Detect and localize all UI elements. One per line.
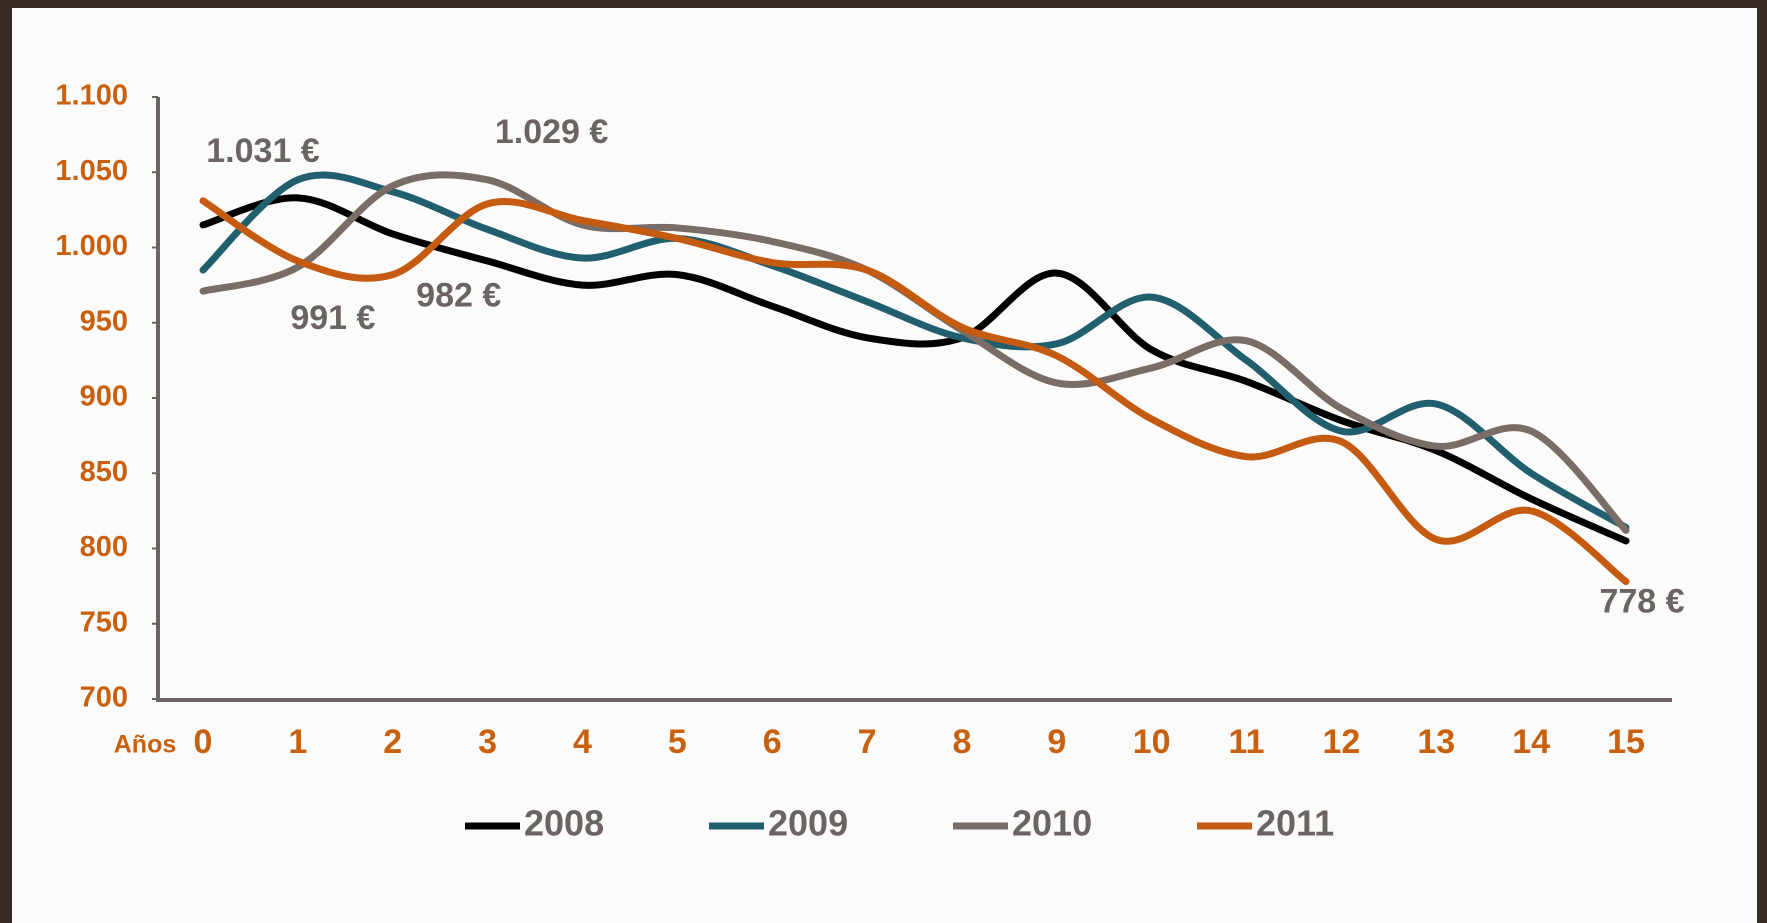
value-label: 778 € (1599, 583, 1684, 621)
legend-label: 2010 (1012, 803, 1092, 844)
x-tick-label: 13 (1417, 723, 1455, 761)
y-tick-label: 700 (80, 682, 128, 714)
chart: Años 700 750 800 850 900 950 1.000 1.050 1.100 0 1… (0, 0, 1767, 923)
x-tick-label: 6 (763, 723, 782, 761)
x-tick-label: 14 (1512, 723, 1550, 761)
value-label: 982 € (416, 277, 501, 315)
legend-label: 2009 (768, 803, 848, 844)
legend-label: 2011 (1256, 803, 1334, 844)
x-tick-label: 8 (952, 723, 971, 761)
value-label: 1.031 € (206, 132, 320, 170)
x-tick-label: 10 (1133, 723, 1171, 761)
x-tick-label: 5 (668, 723, 687, 761)
y-tick-label: 1.000 (55, 230, 128, 262)
x-tick-label: 9 (1047, 723, 1066, 761)
y-tick-label: 1.050 (55, 155, 128, 187)
x-tick-label: 3 (478, 723, 497, 761)
x-tick-label: 4 (573, 723, 592, 761)
x-tick-label: 1 (288, 723, 307, 761)
value-label: 1.029 € (495, 113, 609, 151)
value-label: 991 € (290, 299, 375, 337)
x-axis-label: Años (114, 731, 177, 759)
x-tick-label: 2 (383, 723, 402, 761)
y-tick-label: 800 (80, 531, 128, 563)
y-tick-label: 950 (80, 305, 128, 337)
x-tick-label: 7 (858, 723, 877, 761)
x-tick-label: 12 (1322, 723, 1360, 761)
y-tick-label: 750 (80, 606, 128, 638)
y-tick-label: 900 (80, 381, 128, 413)
x-tick-label: 15 (1607, 723, 1645, 761)
legend-label: 2008 (524, 803, 604, 844)
y-tick-label: 850 (80, 456, 128, 488)
y-tick-label: 1.100 (55, 80, 128, 112)
x-tick-label: 0 (194, 723, 213, 761)
x-tick-label: 11 (1229, 723, 1265, 761)
